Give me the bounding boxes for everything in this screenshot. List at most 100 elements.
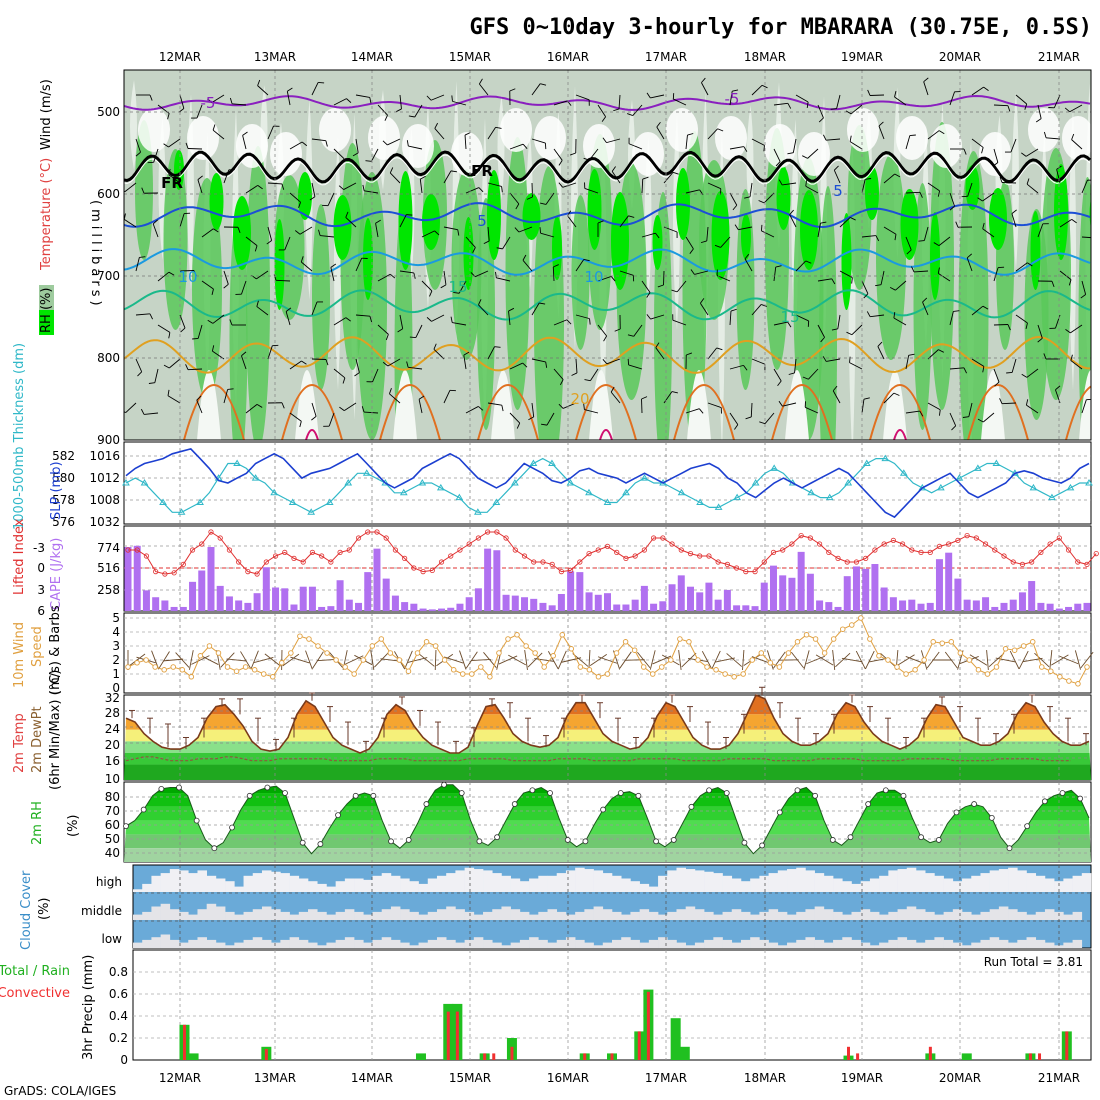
cloud-cover-bar bbox=[851, 911, 862, 920]
rh-tick: 70 bbox=[105, 804, 120, 818]
upper-barb-flag bbox=[1051, 281, 1055, 288]
lifted-index-marker bbox=[153, 568, 159, 575]
rh-legend-swatch-2 bbox=[39, 285, 54, 310]
wind-speed-marker bbox=[740, 671, 746, 677]
upper-barb-flag bbox=[963, 367, 968, 374]
upper-barb bbox=[619, 270, 634, 276]
upper-barb bbox=[232, 103, 247, 106]
cloud-cover-bar bbox=[731, 909, 742, 920]
upper-barb bbox=[949, 367, 964, 370]
upper-barb bbox=[839, 217, 851, 228]
rh-saturated-core bbox=[398, 171, 413, 270]
upper-barb bbox=[196, 399, 203, 414]
upper-barb-flag bbox=[820, 221, 827, 224]
temp-band bbox=[124, 741, 1091, 753]
upper-barb bbox=[817, 324, 825, 338]
upper-barb-flag bbox=[698, 408, 704, 414]
cloud-cover-bar bbox=[805, 870, 815, 892]
wind-tick: 0 bbox=[112, 681, 120, 695]
upper-barb-flag bbox=[778, 400, 783, 407]
upper-barb-flag bbox=[877, 341, 883, 347]
upper-barb bbox=[387, 138, 401, 146]
cape-bar bbox=[244, 602, 252, 611]
cape-bar bbox=[668, 584, 676, 611]
cloud-cover-bar bbox=[344, 878, 355, 892]
upper-barb-flag bbox=[759, 421, 766, 425]
cloud-cover-bar bbox=[750, 937, 760, 948]
lifted-index-marker bbox=[411, 565, 417, 571]
lifted-index-marker bbox=[125, 547, 131, 553]
cloud-cover-bar bbox=[952, 942, 963, 948]
upper-barb-flag bbox=[908, 353, 915, 356]
rh-marker bbox=[600, 806, 606, 813]
wind-speed-marker bbox=[279, 660, 285, 666]
upper-barb-flag bbox=[613, 108, 620, 112]
cloud-cover-bar bbox=[906, 939, 917, 948]
cloud-cover-bar bbox=[529, 914, 539, 920]
cape-bar bbox=[650, 603, 658, 611]
cloud-cover-bar bbox=[731, 878, 742, 892]
wind-speed-marker bbox=[1048, 668, 1054, 674]
lifted-index-marker bbox=[669, 541, 675, 547]
cloud-cover-bar bbox=[160, 903, 171, 920]
lifted-index-marker bbox=[189, 547, 196, 553]
cloud-cover-bar bbox=[925, 873, 935, 892]
upper-barb-flag bbox=[369, 316, 373, 323]
cloud-cover-bar bbox=[842, 914, 852, 920]
upper-barb bbox=[375, 223, 379, 238]
cloud-cover-bar bbox=[354, 939, 364, 948]
rh-marker bbox=[688, 803, 695, 810]
upper-barb-flag bbox=[1080, 294, 1086, 299]
upper-barb-flag bbox=[690, 269, 695, 275]
precip-tick: 0.2 bbox=[109, 1031, 128, 1045]
cape-bar bbox=[428, 609, 436, 611]
upper-barb-flag bbox=[478, 187, 484, 193]
surface-wind-barb bbox=[1034, 652, 1050, 668]
thickness-marker bbox=[714, 503, 723, 510]
cloud-cover-bar bbox=[363, 914, 373, 920]
thickness-marker bbox=[899, 469, 908, 476]
upper-barb-flag bbox=[389, 388, 392, 394]
upper-barb-flag bbox=[805, 180, 808, 187]
upper-barb bbox=[1010, 138, 1017, 153]
upper-barb-flag bbox=[820, 337, 825, 343]
upper-barb bbox=[707, 347, 717, 360]
cloud-cover-bar bbox=[464, 939, 475, 948]
surface-wind-barb bbox=[534, 658, 555, 662]
upper-barb bbox=[545, 192, 555, 205]
lifted-index-marker bbox=[678, 547, 684, 553]
upper-barb bbox=[154, 368, 159, 383]
cloud-cover-bar bbox=[289, 914, 300, 920]
surface-wind-barb bbox=[624, 659, 645, 661]
contour-30 bbox=[599, 429, 613, 440]
lifted-index-marker bbox=[881, 541, 887, 547]
rh-marker bbox=[1041, 798, 1048, 805]
top-date-axis: 12MAR 13MAR 14MAR 15MAR 16MAR 17MAR 18MAR 19MAR… bbox=[159, 50, 1080, 64]
wind-tick: 1 bbox=[112, 667, 120, 681]
upper-barb bbox=[333, 148, 345, 160]
cloud-cover-bar bbox=[473, 937, 484, 948]
upper-barb bbox=[597, 276, 612, 282]
upper-barb-flag bbox=[1024, 103, 1028, 110]
temp-axis-label-2: 2m DewPt bbox=[30, 706, 45, 773]
upper-barb bbox=[124, 218, 137, 228]
lifted-index-marker bbox=[374, 529, 380, 535]
lifted-index-marker bbox=[485, 529, 491, 535]
cape-bar bbox=[170, 606, 178, 611]
surface-wind-barb bbox=[370, 650, 375, 670]
cape-bar bbox=[797, 551, 805, 611]
upper-barb-flag bbox=[540, 202, 547, 205]
upper-barb-flag bbox=[845, 110, 852, 115]
rh-marker bbox=[511, 801, 518, 807]
upper-barb bbox=[794, 358, 797, 373]
cape-bar bbox=[548, 605, 556, 611]
wind-speed-marker bbox=[297, 633, 303, 639]
slp-panel-frame bbox=[123, 441, 1092, 525]
wind-speed-marker bbox=[559, 632, 566, 638]
upper-barb-flag bbox=[863, 293, 869, 299]
wind-speed-marker bbox=[1039, 664, 1045, 670]
upper-barb-flag bbox=[656, 121, 661, 128]
contour-20 bbox=[124, 335, 1091, 374]
